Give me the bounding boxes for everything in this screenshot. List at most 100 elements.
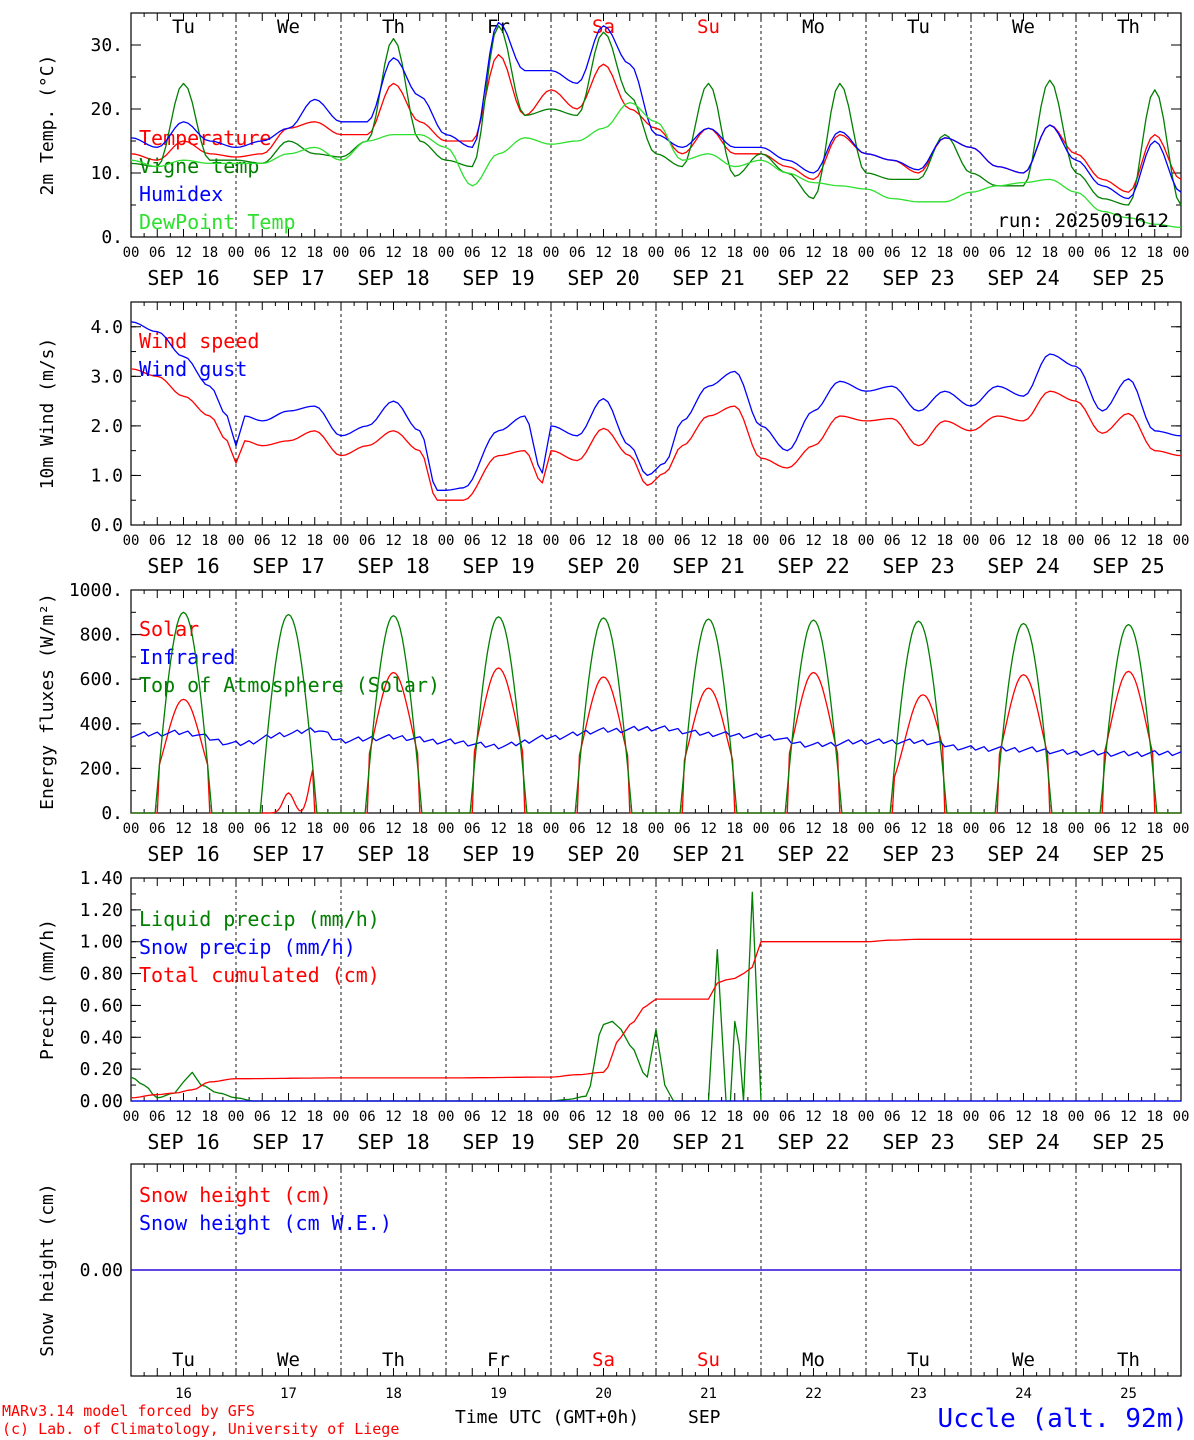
day-name: Th [1117,1349,1140,1371]
hour-label: 00 [753,1109,770,1125]
hour-label: 00 [1173,245,1190,261]
date-label: SEP 24 [987,1130,1059,1154]
hour-label: 12 [805,1109,822,1125]
hour-label: 00 [858,821,875,837]
date-label: SEP 16 [147,1130,219,1154]
y-tick-label: 0.60 [80,995,123,1016]
hour-label: 18 [411,533,428,549]
series-line-wind-speed [130,368,1182,501]
date-label: SEP 23 [882,266,954,290]
hour-label: 18 [1146,821,1163,837]
hour-label: 06 [569,821,586,837]
hour-label: 06 [464,533,481,549]
hour-label: 00 [1173,533,1190,549]
legend-entry: Snow height (cm W.E.) [139,1211,392,1235]
day-name: Su [697,1349,720,1371]
hour-label: 12 [280,533,297,549]
hour-label: 12 [1015,245,1032,261]
hour-label: 12 [280,245,297,261]
hour-label: 12 [1120,1109,1137,1125]
series-line-humidex [130,21,1182,200]
hour-label: 12 [1120,533,1137,549]
date-label: SEP 19 [462,842,534,866]
hour-label: 00 [123,821,140,837]
hour-label: 06 [464,1109,481,1125]
hour-label: 12 [280,821,297,837]
series-line-vigne-temp [130,25,1182,206]
hour-label: 06 [1094,245,1111,261]
x-axis-label: Time UTC (GMT+0h) [455,1407,639,1428]
hour-label: 12 [490,1109,507,1125]
hour-label: 06 [149,821,166,837]
date-label: SEP 20 [567,1130,639,1154]
hour-label: 06 [779,1109,796,1125]
hour-label: 00 [438,245,455,261]
day-name: Tu [172,16,195,38]
hour-label: 06 [989,821,1006,837]
hour-label: 18 [306,245,323,261]
date-label: SEP 17 [252,554,324,578]
hour-label: 06 [989,533,1006,549]
station-label: Uccle (alt. 92m) [938,1404,1188,1434]
hour-label: 06 [884,1109,901,1125]
y-tick-label: 0. [101,803,123,824]
hour-label: 18 [1041,245,1058,261]
hour-label: 18 [726,821,743,837]
hour-label: 12 [1015,533,1032,549]
hour-label: 18 [201,1109,218,1125]
hour-label: 06 [779,821,796,837]
date-label: SEP 19 [462,1130,534,1154]
hour-label: 12 [490,245,507,261]
day-name: Th [382,16,405,38]
hour-label: 12 [1015,821,1032,837]
hour-label: 06 [989,245,1006,261]
hour-label: 00 [1068,821,1085,837]
credit-line: MARv3.14 model forced by GFS [2,1402,255,1420]
hour-label: 00 [228,533,245,549]
y-tick-label: 0.20 [80,1059,123,1080]
hour-label: 00 [438,533,455,549]
hour-label: 00 [963,533,980,549]
hour-label: 12 [385,245,402,261]
legend-entry: Wind gust [139,357,247,381]
hour-label: 00 [333,1109,350,1125]
hour-label: 12 [700,245,717,261]
y-tick-label: 1.20 [80,900,123,921]
hour-label: 12 [175,1109,192,1125]
y-tick-label: 1.40 [80,868,123,889]
hour-label: 06 [674,1109,691,1125]
hour-label: 12 [595,821,612,837]
date-label: SEP 23 [882,1130,954,1154]
series-line-infrared [130,725,1182,758]
hour-label: 18 [516,245,533,261]
y-tick-label: 1.0 [90,465,123,486]
date-label: SEP 21 [672,842,744,866]
date-label: SEP 16 [147,554,219,578]
hour-label: 06 [674,245,691,261]
hour-label: 18 [1041,1109,1058,1125]
hour-label: 18 [201,245,218,261]
hour-label: 00 [543,533,560,549]
hour-label: 00 [228,1109,245,1125]
date-label: SEP 18 [357,842,429,866]
hour-label: 18 [516,1109,533,1125]
run-note: run: 2025091612 [997,210,1169,232]
hour-label: 12 [280,1109,297,1125]
hour-label: 06 [884,533,901,549]
hour-label: 06 [569,245,586,261]
hour-label: 12 [910,533,927,549]
date-label: SEP 22 [777,554,849,578]
hour-label: 00 [333,533,350,549]
y-tick-label: 0.40 [80,1027,123,1048]
hour-label: 06 [254,245,271,261]
hour-label: 18 [516,533,533,549]
hour-label: 00 [438,821,455,837]
date-label: SEP 24 [987,554,1059,578]
hour-label: 00 [1068,245,1085,261]
hour-label: 00 [123,245,140,261]
hour-label: 12 [490,821,507,837]
y-tick-label: 0.00 [80,1091,123,1112]
hour-label: 18 [201,821,218,837]
hour-label: 00 [1068,1109,1085,1125]
